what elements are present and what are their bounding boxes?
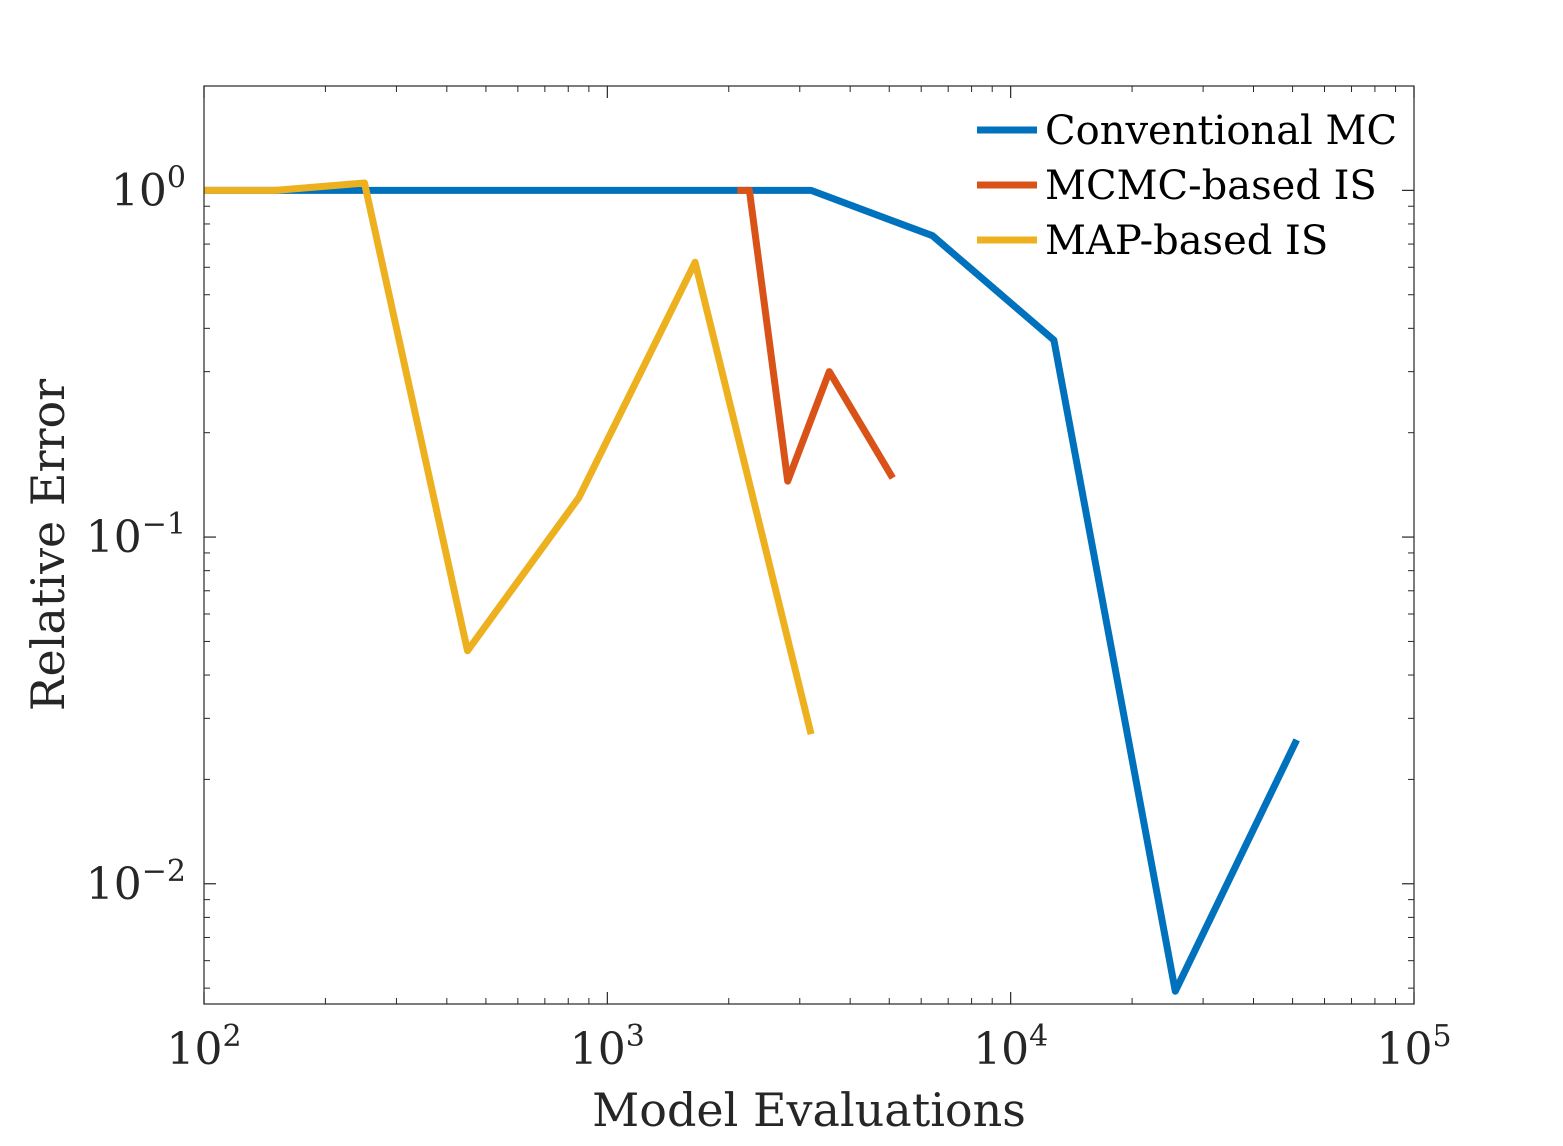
x-tick-label: 102 [166,1019,241,1075]
x-tick-label: 103 [570,1019,645,1075]
legend-label-1: Conventional MC [1045,108,1397,154]
series-line-1 [204,186,1300,995]
x-tick-label: 105 [1376,1019,1451,1075]
plot-frame [203,85,1415,1005]
y-tick-label: 100 [111,160,186,216]
y-axis-title: Relative Error [21,379,75,711]
x-axis-title: Model Evaluations [592,1083,1026,1137]
legend: Conventional MC MCMC-based IS MAP-based IS [977,108,1397,264]
legend-label-2: MCMC-based IS [1045,163,1377,209]
minor-ticks [204,86,1414,1004]
series-line-3 [204,179,815,736]
x-tick-label: 104 [973,1019,1048,1075]
series-lines [204,179,1300,995]
legend-label-3: MAP-based IS [1045,218,1328,264]
y-tick-labels: 100 10−1 10−2 [86,160,186,909]
y-tick-label: 10−2 [86,854,186,910]
y-tick-label: 10−1 [86,507,186,563]
x-tick-labels: 102 103 104 105 [166,1019,1451,1075]
series-line-2 [737,186,896,485]
